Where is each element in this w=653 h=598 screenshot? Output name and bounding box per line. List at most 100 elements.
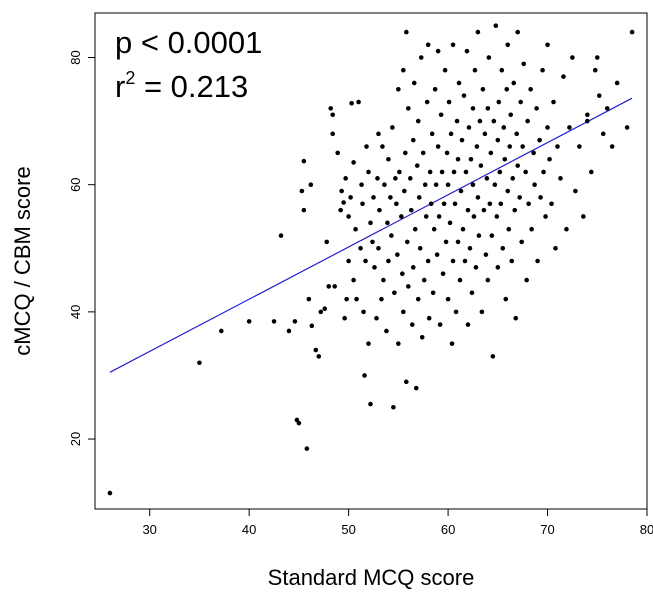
data-point bbox=[388, 195, 393, 200]
data-point bbox=[432, 87, 438, 92]
data-point bbox=[349, 100, 354, 106]
data-point bbox=[483, 252, 489, 257]
data-point bbox=[407, 176, 413, 181]
data-point bbox=[538, 195, 543, 200]
data-point bbox=[521, 61, 526, 67]
data-point bbox=[326, 284, 332, 289]
data-point bbox=[499, 67, 505, 73]
x-tick-label: 40 bbox=[242, 522, 256, 537]
data-point bbox=[451, 169, 457, 175]
data-point bbox=[476, 233, 482, 238]
data-point bbox=[551, 99, 556, 105]
data-point bbox=[341, 200, 346, 205]
data-point bbox=[480, 87, 486, 92]
data-point bbox=[404, 29, 409, 35]
data-point bbox=[465, 207, 471, 213]
data-point bbox=[435, 144, 441, 149]
data-point bbox=[450, 42, 456, 48]
data-point bbox=[445, 182, 451, 187]
data-point bbox=[366, 169, 371, 175]
data-point bbox=[532, 182, 537, 187]
data-point bbox=[322, 306, 328, 311]
data-point bbox=[567, 125, 572, 130]
data-point bbox=[505, 188, 511, 194]
data-point bbox=[402, 188, 407, 194]
data-point bbox=[454, 118, 460, 124]
data-point bbox=[363, 258, 368, 264]
data-point bbox=[278, 233, 284, 238]
data-point bbox=[502, 156, 508, 162]
data-point bbox=[426, 315, 432, 321]
data-point bbox=[469, 290, 475, 296]
data-point bbox=[471, 214, 477, 219]
x-tick-label: 70 bbox=[540, 522, 554, 537]
data-point bbox=[459, 137, 465, 143]
data-point bbox=[441, 201, 447, 207]
data-point bbox=[453, 309, 459, 315]
data-point bbox=[422, 182, 428, 187]
data-point bbox=[604, 106, 610, 111]
data-point bbox=[592, 67, 598, 73]
regression-line bbox=[109, 97, 633, 373]
data-point bbox=[411, 80, 417, 86]
data-point bbox=[292, 319, 298, 324]
x-tick-label: 80 bbox=[640, 522, 653, 537]
data-point bbox=[420, 150, 426, 156]
data-point bbox=[353, 226, 358, 232]
data-point bbox=[577, 144, 582, 149]
data-point bbox=[394, 201, 399, 207]
data-point bbox=[401, 309, 406, 315]
y-tick-label: 20 bbox=[68, 432, 83, 446]
data-point bbox=[338, 207, 343, 213]
data-point bbox=[474, 144, 480, 149]
data-point bbox=[496, 99, 502, 105]
plot-frame bbox=[94, 12, 648, 510]
data-point bbox=[564, 226, 569, 232]
data-point bbox=[439, 169, 445, 175]
data-point bbox=[470, 182, 476, 187]
data-point bbox=[482, 131, 488, 137]
data-point bbox=[382, 182, 387, 187]
data-point bbox=[475, 29, 481, 35]
data-point bbox=[461, 93, 467, 98]
data-point bbox=[573, 188, 578, 194]
data-point bbox=[486, 55, 492, 60]
data-point bbox=[509, 258, 515, 264]
data-point bbox=[523, 169, 528, 175]
data-point bbox=[477, 118, 483, 124]
data-point bbox=[456, 80, 462, 86]
data-point bbox=[511, 80, 517, 86]
data-point bbox=[368, 220, 373, 226]
x-tick-label: 30 bbox=[142, 522, 156, 537]
data-point bbox=[419, 335, 425, 340]
data-point bbox=[429, 131, 435, 137]
data-point bbox=[346, 214, 351, 219]
data-point bbox=[561, 74, 566, 79]
data-point bbox=[540, 67, 545, 73]
data-point bbox=[585, 112, 590, 118]
data-point bbox=[478, 163, 484, 168]
data-point bbox=[410, 265, 416, 270]
data-point bbox=[468, 156, 474, 162]
data-point bbox=[537, 137, 542, 143]
data-point bbox=[475, 195, 481, 200]
data-point bbox=[525, 118, 530, 124]
data-point bbox=[410, 137, 416, 143]
data-point bbox=[416, 195, 422, 200]
data-point bbox=[581, 214, 586, 219]
data-point bbox=[360, 201, 365, 207]
data-point bbox=[458, 188, 464, 194]
data-point bbox=[397, 169, 402, 175]
data-point bbox=[431, 226, 437, 232]
p-value-annotation: p < 0.0001 bbox=[115, 25, 262, 60]
data-point bbox=[286, 328, 292, 334]
data-point bbox=[375, 176, 380, 181]
y-tick-label: 80 bbox=[68, 50, 83, 64]
data-point bbox=[493, 23, 499, 29]
data-point bbox=[462, 258, 468, 264]
data-point bbox=[428, 201, 434, 207]
data-point bbox=[309, 323, 315, 329]
data-point bbox=[316, 354, 322, 359]
data-point bbox=[356, 99, 361, 105]
data-point bbox=[246, 319, 252, 324]
